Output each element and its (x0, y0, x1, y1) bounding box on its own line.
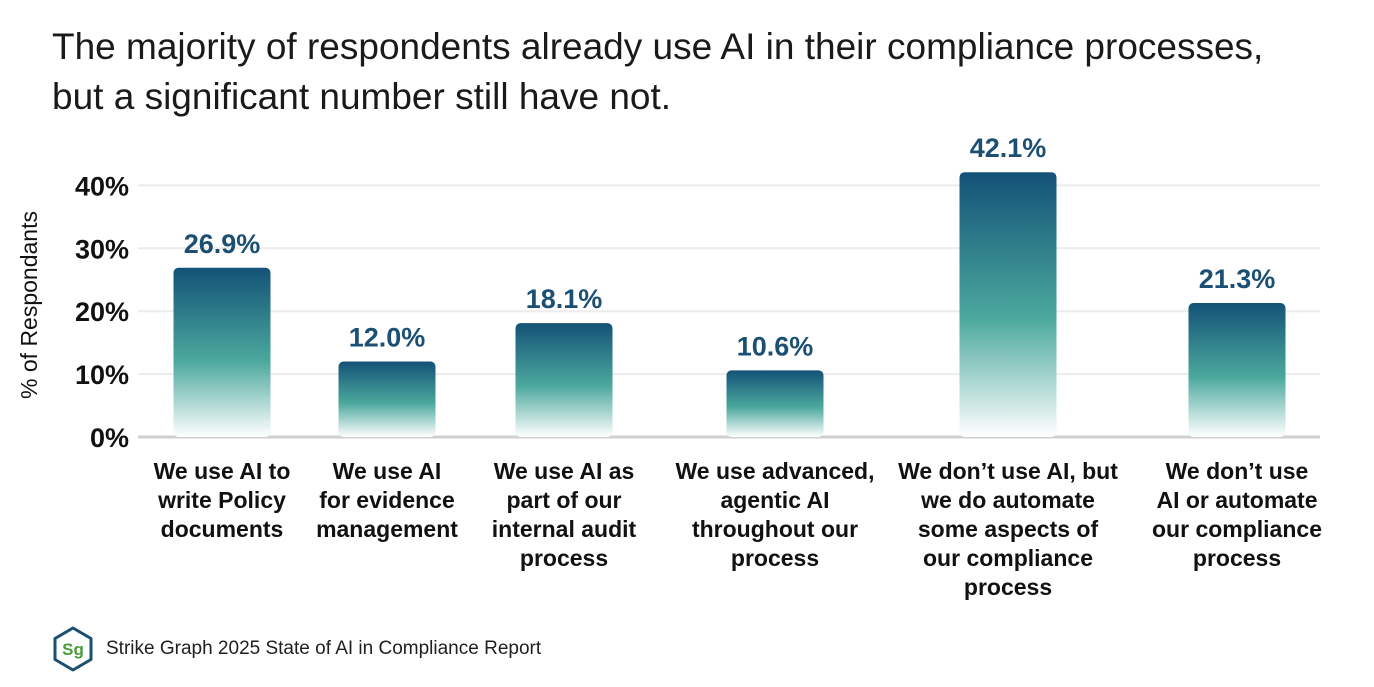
category-label-line: management (316, 516, 458, 542)
category-label-line: process (964, 574, 1052, 600)
category-label-line: documents (161, 516, 284, 542)
value-label: 18.1% (526, 284, 603, 314)
category-label-line: process (1193, 545, 1281, 571)
bar (726, 370, 824, 437)
category-label-line: throughout our (692, 516, 858, 542)
category-label: We use advanced, agentic AI throughout our… (676, 458, 875, 571)
category-label: We use AI to write Policy documents (154, 458, 291, 542)
category-label: We don’t use AI, but we do automate some a… (898, 458, 1118, 600)
value-label: 21.3% (1199, 264, 1276, 294)
category-label: We use AI for evidence management (316, 458, 458, 542)
category-label-line: We use AI as (494, 458, 635, 484)
bar (959, 172, 1057, 438)
bar (173, 267, 271, 437)
category-label-line: some aspects of (918, 516, 1099, 542)
value-label: 10.6% (737, 331, 814, 361)
value-labels: 26.9% 12.0% 18.1% 10.6% 42.1% 21.3% (184, 133, 1276, 361)
category-label-line: we do automate (920, 487, 1095, 513)
gridlines (138, 184, 1320, 439)
bar (515, 323, 613, 437)
y-axis-ticks: 0% 10% 20% 30% 40% (75, 171, 129, 453)
source-text: Strike Graph 2025 State of AI in Complia… (106, 638, 542, 659)
chart-title: The majority of respondents already use … (52, 22, 1332, 122)
category-label-line: We don’t use AI, but (898, 458, 1118, 484)
category-label-line: internal audit (492, 516, 637, 542)
y-axis-title: % of Respondants (16, 211, 42, 399)
y-tick-label: 20% (75, 297, 129, 327)
category-label-line: process (731, 545, 819, 571)
category-label-line: We use advanced, (676, 458, 875, 484)
category-label-line: our compliance (923, 545, 1093, 571)
y-tick-label: 40% (75, 171, 129, 201)
category-label-line: agentic AI (720, 487, 829, 513)
category-label-line: We use AI (333, 458, 442, 484)
bar (338, 361, 436, 437)
bar (1188, 303, 1286, 437)
value-label: 12.0% (349, 323, 426, 353)
value-label: 26.9% (184, 229, 261, 259)
category-label-line: our compliance (1152, 516, 1322, 542)
bars (173, 172, 1286, 438)
chart-title-line-2: but a significant number still have not. (52, 76, 672, 117)
category-label-line: AI or automate (1156, 487, 1317, 513)
category-label-line: part of our (507, 487, 622, 513)
chart-title-line-1: The majority of respondents already use … (52, 26, 1264, 67)
y-tick-label: 30% (75, 234, 129, 264)
category-label: We use AI as part of our internal audit pro… (492, 458, 637, 571)
strike-graph-logo-icon: Sg (53, 626, 93, 672)
source-footer: Sg Strike Graph 2025 State of AI in Comp… (52, 626, 541, 672)
y-tick-label: 0% (90, 423, 129, 453)
category-label-line: write Policy (157, 487, 286, 513)
category-label-line: We use AI to (154, 458, 291, 484)
category-label-line: We don’t use (1166, 458, 1309, 484)
logo-text: Sg (62, 640, 84, 659)
category-label-line: for evidence (319, 487, 455, 513)
y-tick-label: 10% (75, 360, 129, 390)
category-label-line: process (520, 545, 608, 571)
category-label: We don’t use AI or automate our compliance… (1152, 458, 1322, 571)
value-label: 42.1% (970, 133, 1047, 163)
